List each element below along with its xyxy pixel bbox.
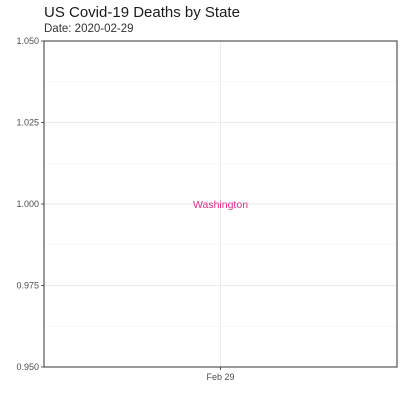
y-tick-label: 1.000 xyxy=(16,199,39,209)
y-tick-label: 0.950 xyxy=(16,362,39,372)
y-tick-label: 1.050 xyxy=(16,36,39,46)
x-tick-label: Feb 29 xyxy=(206,372,234,382)
y-tick-label: 1.025 xyxy=(16,118,39,128)
chart-subtitle: Date: 2020-02-29 xyxy=(44,23,134,35)
chart-title: US Covid-19 Deaths by State xyxy=(44,4,240,21)
data-point-label: Washington xyxy=(193,199,248,211)
y-tick-label: 0.975 xyxy=(16,281,39,291)
